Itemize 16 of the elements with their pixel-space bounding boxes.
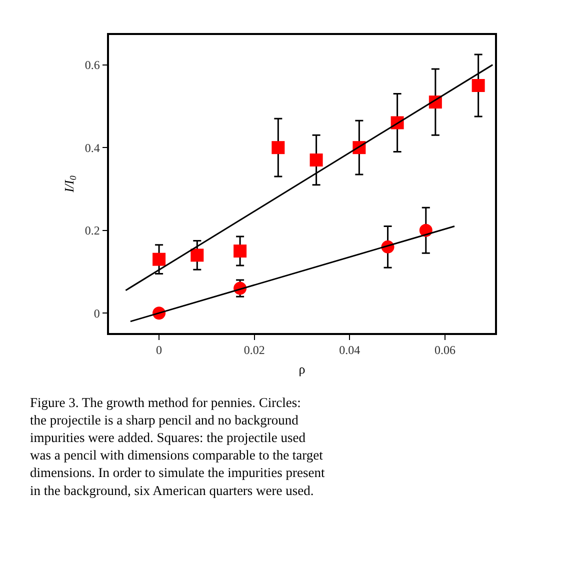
y-tick-label: 0.4 (84, 140, 100, 155)
point (190, 248, 204, 262)
point (272, 141, 285, 154)
y-tick-label: 0.6 (84, 58, 100, 72)
point (234, 244, 247, 258)
point (310, 153, 323, 166)
caption: Figure 3. The growth method for pennies. Circles: the projectile is a sharp pencil and no background impurities were added. Squares: the projectile used was a pencil with dimensions comparable to the target dimensions. In order to simulate the impurities present in the background, six American quarters were used. (30, 395, 325, 498)
x-axis-title: ρ (298, 361, 306, 376)
x-tick-label: 0 (156, 343, 162, 358)
y-tick-label: 0.2 (84, 224, 100, 238)
point (472, 78, 485, 92)
y-tick-label: 0 (94, 306, 100, 320)
point (152, 252, 166, 266)
x-tick-label: 0.06 (434, 343, 456, 358)
x-tick-label: 0.02 (244, 343, 265, 358)
x-tick-label: 0.04 (339, 343, 360, 358)
